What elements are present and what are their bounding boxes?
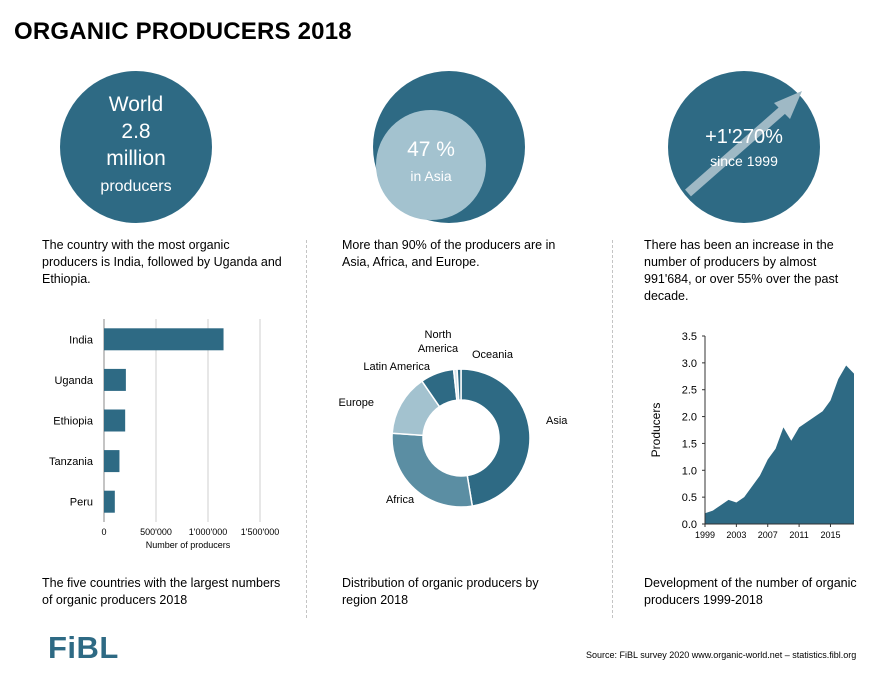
area-y-tick-label: 1.5 — [682, 438, 697, 450]
area-y-tick-label: 0.0 — [682, 519, 697, 531]
area-y-tick-label: 2.5 — [682, 385, 697, 397]
top-countries-bar-chart: 0 500'000 1'000'000 1'500'000 India Uganda Eth… — [49, 319, 279, 550]
bar-uganda — [104, 368, 126, 391]
bar-category-label: India — [69, 334, 94, 346]
donut-category-label: Asia — [546, 415, 568, 427]
donut-category-label: Africa — [386, 494, 415, 506]
world-unit: million — [106, 147, 166, 170]
area-y-tick-label: 3.0 — [682, 358, 697, 370]
area-y-tick-label: 0.5 — [682, 492, 697, 504]
bar-x-tick-label: 1'500'000 — [241, 527, 279, 537]
donut-slice-asia — [460, 368, 531, 507]
growth-circle: +1'270% since 1999 — [668, 71, 820, 223]
area-series — [705, 365, 854, 524]
bar-ethiopia — [104, 409, 126, 432]
area-y-tick-label: 3.5 — [682, 331, 697, 343]
bar-x-tick-label: 500'000 — [140, 527, 172, 537]
area-y-tick-label: 1.0 — [682, 465, 697, 477]
asia-share-inner-circle: 47 % in Asia — [376, 110, 486, 220]
producers-area-chart: 0.0 0.5 1.0 1.5 2.0 2.5 3.0 3.5 1999 2003 2007 2011… — [649, 331, 854, 540]
world-producers-label: producers — [100, 178, 172, 195]
bar-x-axis-title: Number of producers — [146, 540, 231, 550]
donut-label-america: America — [418, 343, 459, 355]
growth-value: +1'270% — [705, 126, 783, 148]
world-producers-circle: World 2.8 million producers — [60, 71, 212, 223]
bar-category-label: Peru — [70, 497, 93, 509]
caption-right: Development of the number of organic pro… — [644, 576, 857, 607]
description-right: There has been an increase in the number… — [644, 238, 839, 303]
description-middle: More than 90% of the producers are in As… — [342, 238, 556, 269]
donut-category-label: Europe — [339, 397, 374, 409]
growth-label: since 1999 — [710, 153, 778, 169]
donut-category-label: Oceania — [472, 349, 514, 361]
donut-slice-oceania — [456, 368, 462, 401]
asia-share-label: in Asia — [410, 168, 452, 184]
area-x-tick-label: 2003 — [726, 530, 746, 540]
asia-share-value: 47 % — [407, 138, 455, 161]
area-x-tick-label: 1999 — [695, 530, 715, 540]
area-y-axis-title: Producers — [649, 403, 663, 458]
page-title: ORGANIC PRODUCERS 2018 — [14, 18, 352, 45]
donut-label-north: North — [425, 329, 452, 341]
divider-right — [612, 240, 613, 618]
asia-share-circle: 47 % in Asia — [373, 71, 525, 223]
area-x-tick-label: 2015 — [820, 530, 840, 540]
donut-category-label: Latin America — [363, 361, 431, 373]
bar-category-label: Ethiopia — [53, 416, 94, 428]
caption-middle: Distribution of organic producers by reg… — [342, 576, 539, 607]
area-x-tick-label: 2011 — [789, 530, 808, 540]
world-value: 2.8 — [121, 120, 151, 143]
area-y-tick-label: 2.0 — [682, 412, 697, 424]
fibl-logo: FiBL — [48, 630, 119, 665]
bar-category-label: Tanzania — [49, 456, 94, 468]
bar-x-tick-label: 0 — [101, 527, 106, 537]
bar-india — [104, 328, 224, 351]
growth-arrow-icon — [685, 91, 802, 197]
divider-left — [306, 240, 307, 618]
bar-tanzania — [104, 450, 120, 473]
description-left: The country with the most organic produc… — [42, 238, 282, 286]
bar-peru — [104, 490, 115, 513]
area-x-tick-label: 2007 — [758, 530, 778, 540]
bar-category-label: Uganda — [54, 375, 93, 387]
world-label: World — [108, 93, 164, 116]
region-donut-chart: Asia Africa Europe Latin America North Americ… — [339, 329, 568, 508]
caption-left: The five countries with the largest numb… — [42, 576, 281, 607]
bar-x-tick-label: 1'000'000 — [189, 527, 227, 537]
source-note: Source: FiBL survey 2020 www.organic-wor… — [586, 650, 857, 660]
